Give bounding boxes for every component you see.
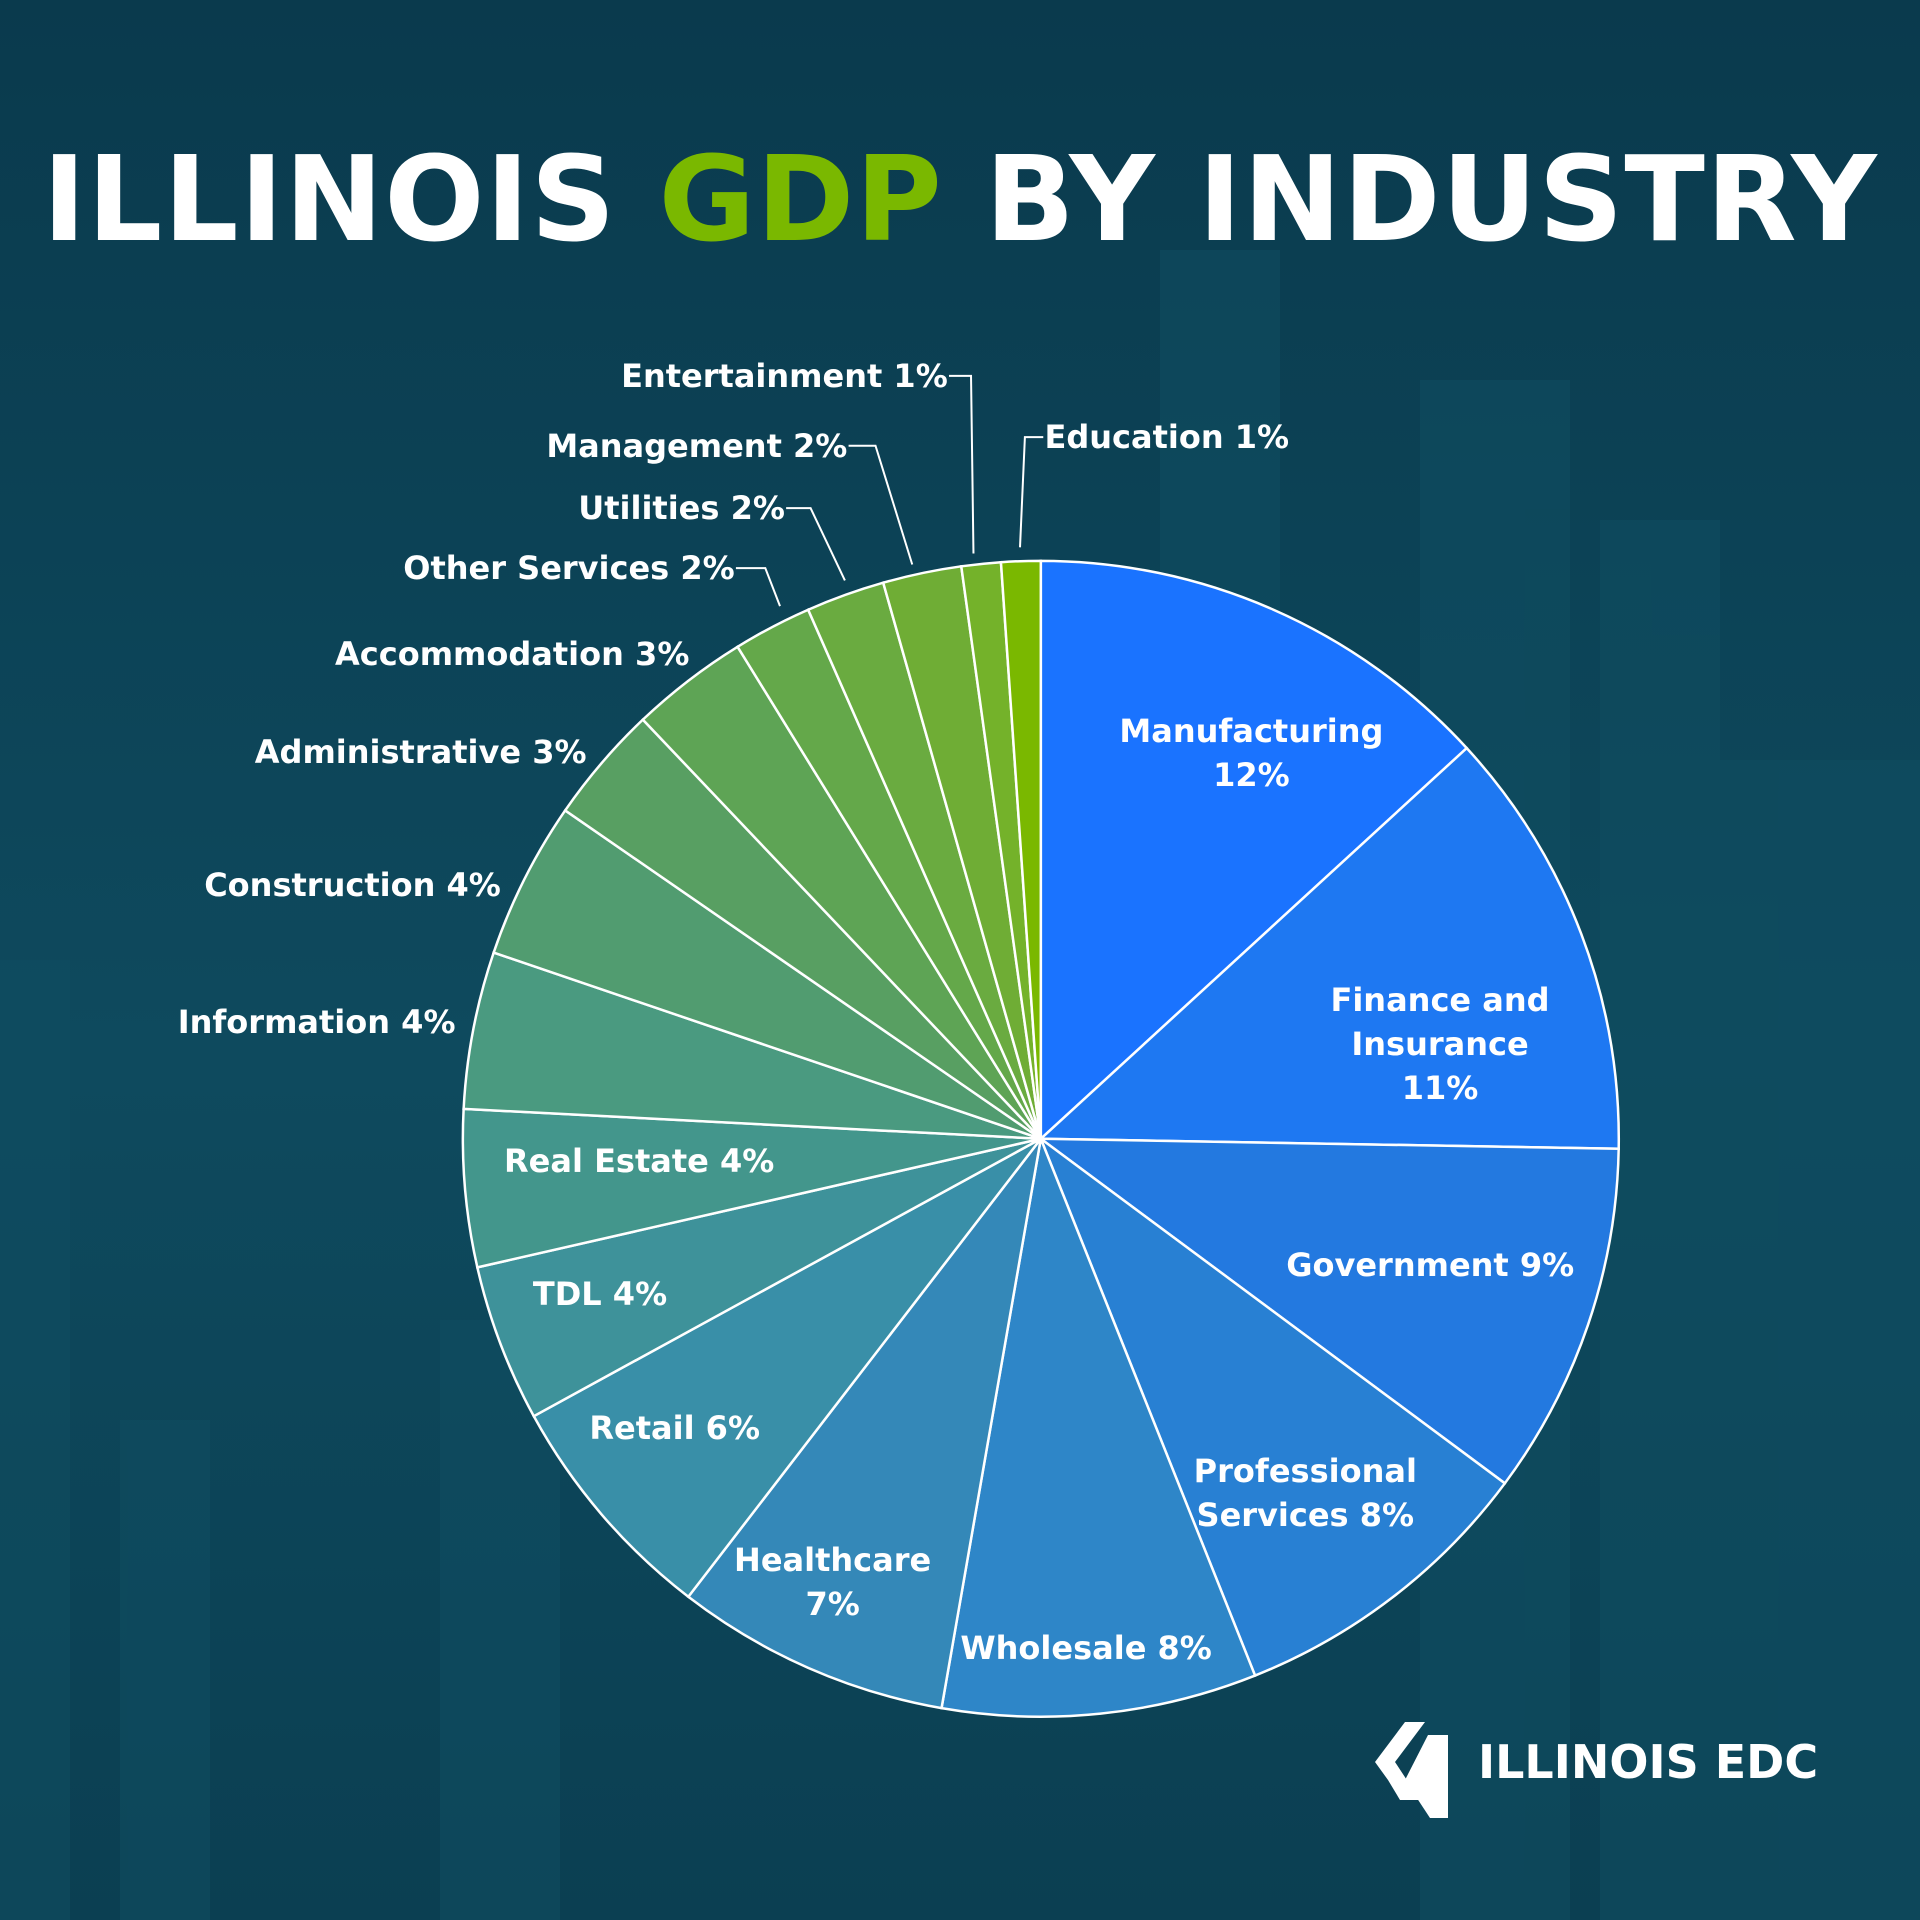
- leader-line: [1019, 436, 1044, 548]
- leader-line: [948, 374, 975, 554]
- slice-label: Retail 6%: [515, 1406, 835, 1450]
- logo-text: ILLINOIS EDC: [1478, 1735, 1819, 1789]
- value-label: 4%: [401, 1003, 456, 1042]
- chart-title: ILLINOIS GDP BY INDUSTRY: [0, 130, 1920, 268]
- pie-slice: [940, 1134, 1257, 1718]
- slice-label: Healthcare 7%: [733, 1538, 933, 1626]
- value-label: 4%: [720, 1141, 775, 1180]
- leader-line: [735, 567, 781, 607]
- slice-label: Management 2%: [546, 424, 847, 468]
- category-label: Real Estate: [504, 1141, 709, 1180]
- category-label: Wholesale: [960, 1629, 1147, 1668]
- slice-label: Wholesale 8%: [926, 1626, 1246, 1670]
- slice-label: Entertainment 1%: [621, 354, 948, 398]
- value-label: 8%: [1157, 1629, 1212, 1668]
- value-label: 7%: [805, 1585, 860, 1624]
- category-label: Construction: [204, 866, 436, 905]
- slice-label: Manufacturing 12%: [1091, 709, 1411, 797]
- category-label: Education: [1044, 418, 1224, 457]
- pie-slice: [1036, 1137, 1620, 1486]
- slice-label: Accommodation 3%: [335, 632, 689, 676]
- value-label: 8%: [1359, 1495, 1415, 1534]
- value-label: 2%: [730, 489, 785, 528]
- slice-label: Professional Services 8%: [1170, 1449, 1440, 1537]
- value-label: 4%: [446, 866, 501, 905]
- value-label: 4%: [612, 1275, 668, 1314]
- pie-slice: [686, 1138, 1043, 1710]
- title-part: ILLINOIS: [42, 130, 617, 268]
- slice-label: Information 4%: [178, 1000, 456, 1044]
- category-label: Other Services: [403, 549, 670, 588]
- category-label: Healthcare: [734, 1541, 932, 1580]
- value-label: 11%: [1401, 1069, 1479, 1108]
- category-label: TDL: [532, 1275, 602, 1314]
- value-label: 9%: [1519, 1245, 1575, 1284]
- category-label: Accommodation: [335, 634, 624, 673]
- value-label: 2%: [793, 426, 848, 465]
- category-label: Retail: [589, 1408, 695, 1447]
- pie-slice: [1038, 1135, 1507, 1678]
- category-label: Professional Services: [1193, 1451, 1417, 1534]
- skyline: [0, 250, 1920, 1920]
- pie: [461, 559, 1620, 1718]
- category-label: Government: [1286, 1245, 1509, 1284]
- category-label: Information: [177, 1003, 391, 1042]
- value-label: 3%: [532, 732, 587, 771]
- category-label: Management: [546, 426, 782, 465]
- slice-label: Utilities 2%: [578, 486, 785, 530]
- leader-line: [848, 444, 914, 565]
- category-label: Finance and Insurance: [1330, 981, 1550, 1064]
- pie-slice: [1039, 559, 1469, 1142]
- slice-label: Education 1%: [1044, 415, 1289, 459]
- category-label: Administrative: [254, 732, 522, 771]
- pie-slice: [999, 559, 1043, 1139]
- category-label: Entertainment: [621, 356, 883, 395]
- value-label: 6%: [705, 1408, 760, 1447]
- value-label: 1%: [893, 356, 948, 395]
- leader-lines: [735, 374, 1044, 607]
- slice-label: Finance and Insurance 11%: [1310, 978, 1570, 1110]
- category-label: Manufacturing: [1119, 712, 1384, 751]
- pie-slice: [532, 1137, 1042, 1599]
- logo-icon: [1375, 1722, 1448, 1818]
- value-label: 12%: [1213, 756, 1290, 795]
- title-part: BY INDUSTRY: [984, 130, 1878, 268]
- category-label: Utilities: [578, 489, 720, 528]
- leader-line: [786, 507, 846, 581]
- value-label: 3%: [635, 634, 690, 673]
- slice-label: Other Services 2%: [403, 546, 734, 590]
- slice-label: TDL 4%: [440, 1272, 760, 1316]
- slice-label: Administrative 3%: [255, 730, 587, 774]
- value-label: 2%: [680, 549, 735, 588]
- slice-label: Real Estate 4%: [479, 1139, 799, 1183]
- slice-label: Construction 4%: [204, 863, 501, 907]
- slice-label: Government 9%: [1270, 1243, 1590, 1287]
- title-part: GDP: [658, 130, 943, 268]
- pie-slice: [1037, 746, 1620, 1151]
- value-label: 1%: [1234, 418, 1290, 457]
